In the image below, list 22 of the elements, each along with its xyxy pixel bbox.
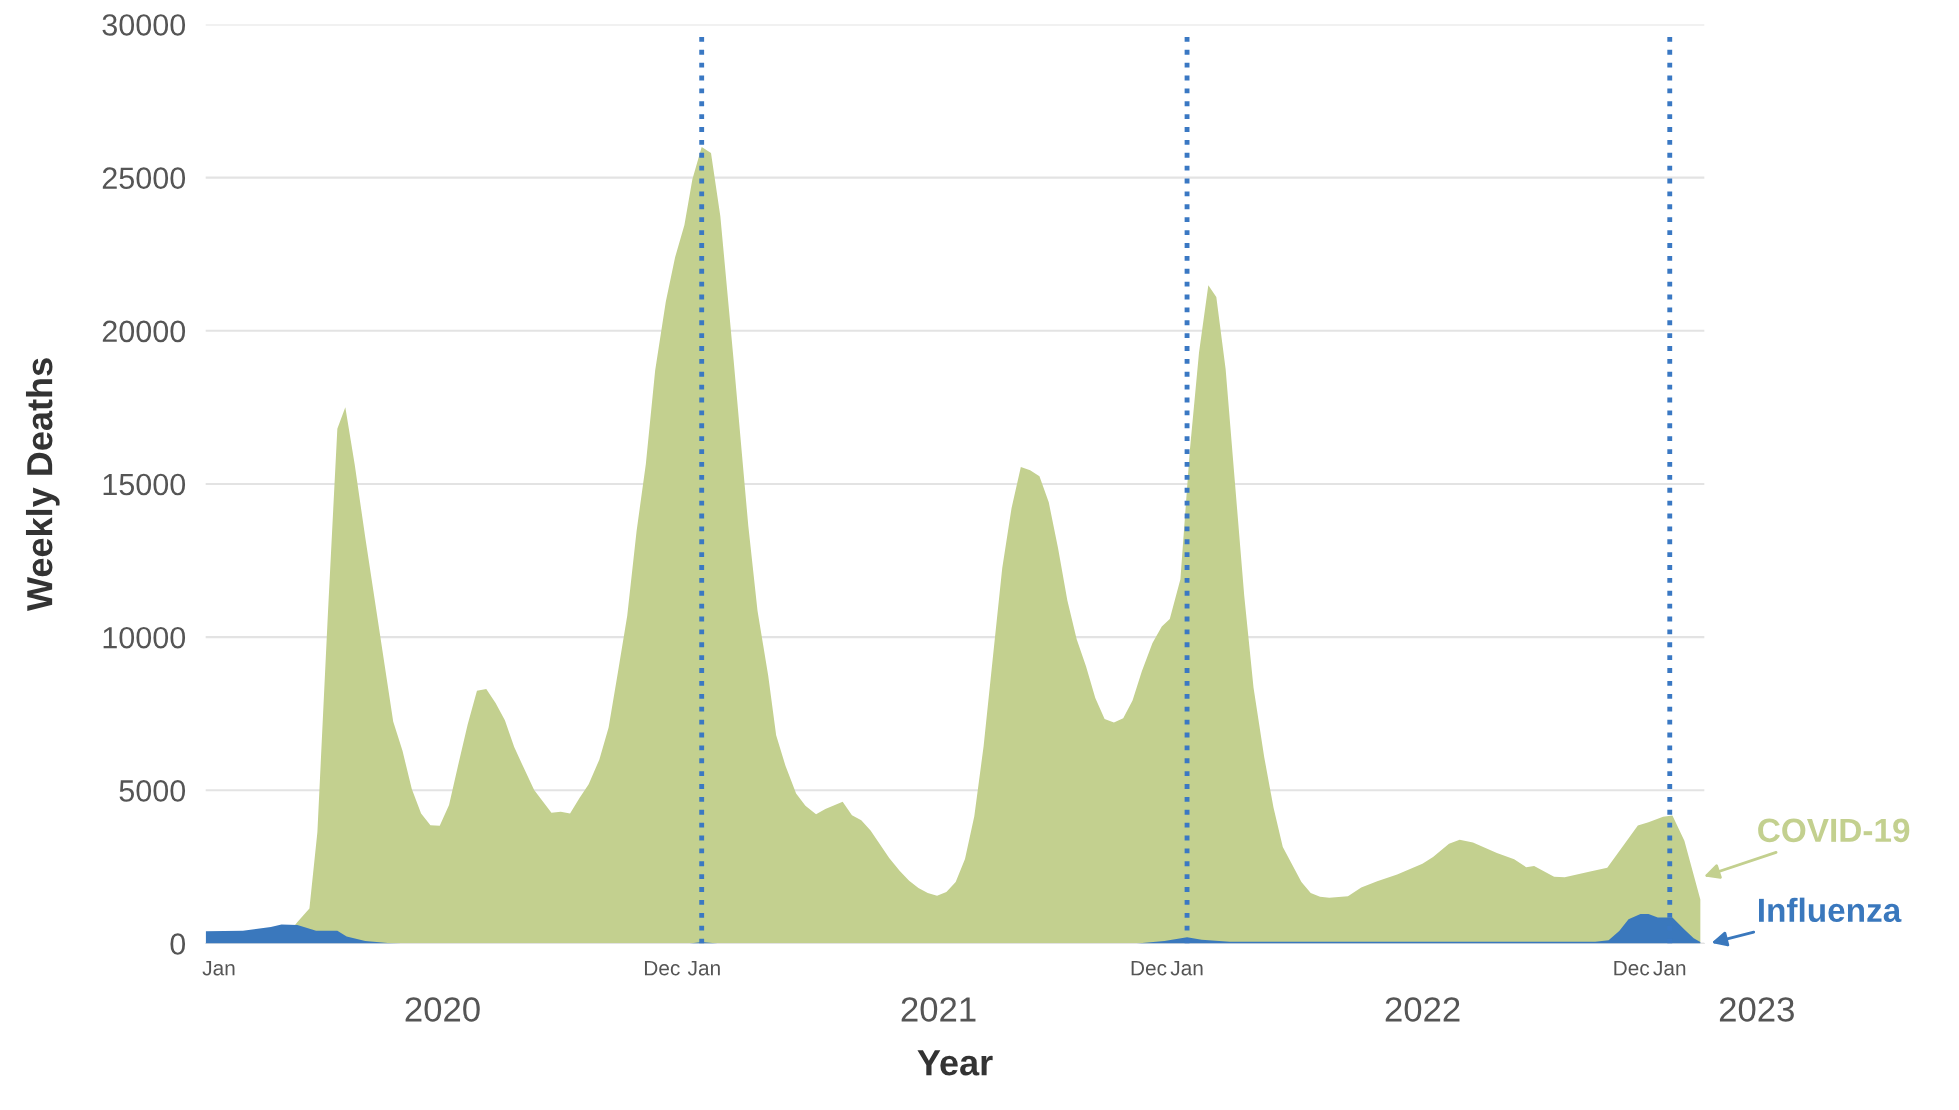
- x-tick-label: Jan: [1653, 960, 1686, 976]
- x-axis-title: Year: [917, 1050, 993, 1076]
- x-tick-label: Dec: [1614, 960, 1650, 976]
- text: COVID-19: [1758, 818, 1910, 843]
- y-tick-label: 10000: [103, 626, 186, 649]
- x-tick-label: Jan: [202, 960, 235, 976]
- x-tick-label: Dec: [644, 960, 680, 976]
- y-tick-label: 25000: [102, 167, 186, 189]
- x-tick-label: Jan: [1170, 960, 1203, 976]
- text: 2020: [405, 997, 480, 1022]
- series-label: Influenza: [1759, 897, 1902, 923]
- text: 2021: [901, 997, 976, 1022]
- text: 2023: [1719, 997, 1794, 1022]
- y-tick-label: 30000: [102, 14, 186, 36]
- y-tick-label: 15000: [103, 473, 186, 496]
- y-tick-label: 0: [170, 933, 186, 955]
- x-tick-label: Dec: [1131, 960, 1167, 976]
- text: 2022: [1385, 997, 1460, 1022]
- y-axis-title: Weekly Deaths: [25, 358, 60, 612]
- x-tick-label: Jan: [687, 960, 720, 976]
- y-tick-label: 5000: [119, 780, 186, 802]
- y-tick-label: 20000: [102, 320, 186, 343]
